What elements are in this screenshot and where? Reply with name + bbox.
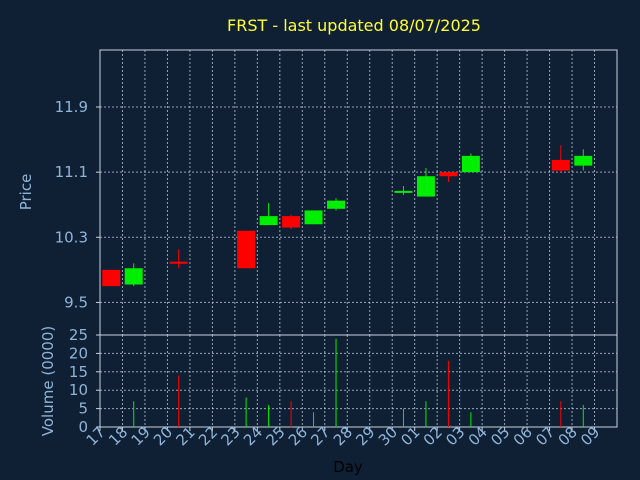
- volume-tick-label: 10: [69, 381, 88, 399]
- candle-body: [259, 216, 278, 226]
- candle-body: [304, 210, 323, 225]
- volume-axis-label: Volume (0000): [39, 326, 57, 436]
- volume-frame: [99, 334, 618, 428]
- volume-tick-label: 20: [69, 344, 88, 362]
- price-frame: [99, 49, 618, 336]
- price-tick-label: 11.1: [55, 163, 88, 181]
- chart-title: FRST - last updated 08/07/2025: [227, 16, 481, 35]
- candle-body: [102, 269, 121, 287]
- x-axis: 1718192021222324252627282930010203040506…: [83, 423, 604, 449]
- candle-body: [416, 176, 435, 197]
- price-tick-label: 9.5: [64, 293, 88, 311]
- candle-body: [574, 155, 593, 166]
- price-tick-label: 11.9: [55, 98, 88, 116]
- candle-body: [461, 155, 480, 173]
- price-axis-label: Price: [17, 174, 35, 211]
- candle-body: [551, 159, 570, 171]
- volume-tick-label: 15: [69, 363, 88, 381]
- candle-body: [327, 200, 346, 209]
- candle-body: [169, 261, 188, 264]
- x-axis-label: Day: [333, 458, 363, 476]
- volume-tick-label: 25: [69, 326, 88, 344]
- candle-body: [282, 216, 301, 228]
- volume-tick-label: 0: [78, 418, 88, 436]
- candle-body: [394, 190, 413, 193]
- volume-tick-label: 5: [78, 400, 88, 418]
- candle-body: [124, 268, 143, 285]
- candle-body: [439, 172, 458, 177]
- price-tick-label: 10.3: [55, 228, 88, 246]
- candle-body: [237, 230, 256, 269]
- price-panel: 9.5 10.3 11.1 11.9: [55, 49, 618, 336]
